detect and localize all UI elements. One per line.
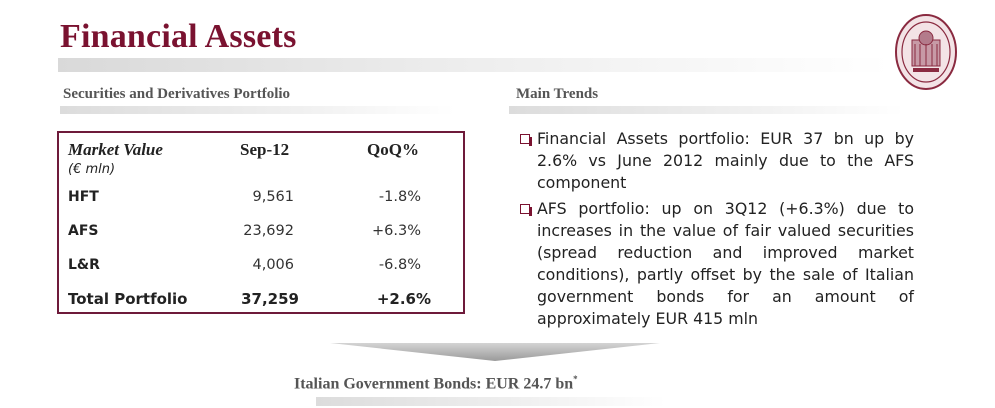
- securities-section-heading: Securities and Derivatives Portfolio: [63, 86, 291, 102]
- col-header-qoq: QoQ%: [367, 140, 419, 159]
- footnote-marker: *: [573, 374, 578, 384]
- col-header-market-value: Market Value: [68, 140, 163, 159]
- square-bullet-icon: [520, 134, 532, 146]
- square-bullet-icon: [520, 204, 532, 216]
- down-chevron-arrow: [330, 343, 660, 361]
- row-label-lr: L&R: [68, 257, 100, 273]
- row-value-hft: 9,561: [252, 189, 294, 205]
- page-title: Financial Assets: [60, 18, 297, 55]
- row-value-afs: 23,692: [243, 223, 294, 239]
- bank-seal-logo: [895, 14, 957, 90]
- government-bonds-note: Italian Government Bonds: EUR 24.7 bn*: [294, 374, 578, 393]
- col-header-unit: (€ mln): [68, 162, 116, 177]
- bottom-underline-bar: [316, 397, 666, 406]
- row-qoq-afs: +6.3%: [372, 223, 421, 239]
- row-value-total: 37,259: [241, 290, 299, 308]
- row-label-afs: AFS: [68, 223, 99, 239]
- trend-text: AFS portfolio: up on 3Q12 (+6.3%) due to…: [537, 199, 914, 328]
- row-value-lr: 4,006: [252, 257, 294, 273]
- securities-heading-bar: [60, 106, 455, 114]
- trends-heading-bar: [509, 106, 904, 114]
- row-qoq-total: +2.6%: [376, 290, 431, 308]
- row-label-total: Total Portfolio: [68, 290, 188, 308]
- row-qoq-hft: -1.8%: [378, 189, 421, 205]
- government-bonds-text: Italian Government Bonds: EUR 24.7 bn: [294, 375, 574, 393]
- trend-item: Financial Assets portfolio: EUR 37 bn up…: [519, 128, 914, 194]
- title-underline-bar: [58, 58, 890, 72]
- col-header-sep12: Sep-12: [240, 140, 290, 159]
- trends-section-heading: Main Trends: [516, 86, 599, 102]
- portfolio-table: Market Value (€ mln) Sep-12 QoQ% HFT 9,5…: [57, 131, 465, 314]
- trend-item: AFS portfolio: up on 3Q12 (+6.3%) due to…: [519, 198, 914, 330]
- row-label-hft: HFT: [68, 189, 99, 205]
- row-qoq-lr: -6.8%: [378, 257, 421, 273]
- trends-list: Financial Assets portfolio: EUR 37 bn up…: [519, 128, 914, 334]
- trend-text: Financial Assets portfolio: EUR 37 bn up…: [537, 129, 914, 192]
